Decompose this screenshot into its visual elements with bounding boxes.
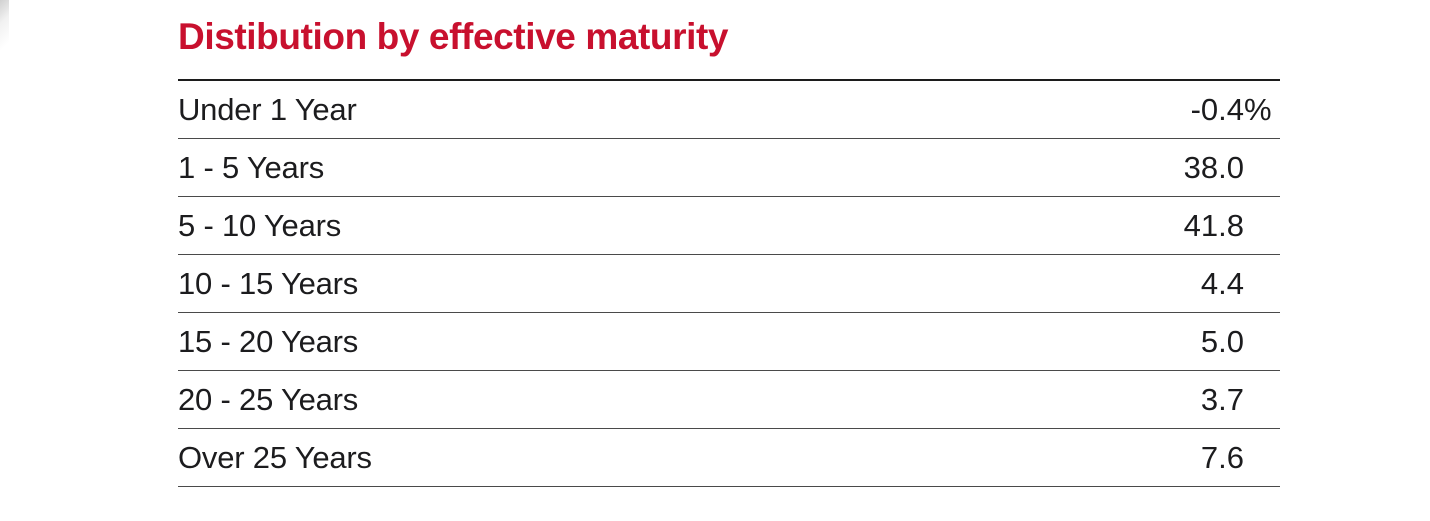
value-number: 38.0 <box>1183 149 1244 185</box>
value-suffix: % <box>1244 91 1272 127</box>
section-title: Distibution by effective maturity <box>178 16 729 57</box>
table-row: 15 - 20 Years 5.0 <box>178 312 1280 370</box>
value-number: 41.8 <box>1183 207 1244 243</box>
value-number: 4.4 <box>1200 265 1244 301</box>
row-value: 41.8 <box>1184 208 1280 244</box>
table-row: Over 25 Years 7.6 <box>178 428 1280 486</box>
table-row: 10 - 15 Years 4.4 <box>178 254 1280 312</box>
row-label: 1 - 5 Years <box>178 149 325 185</box>
row-value: -0.4% <box>1191 92 1280 128</box>
table-row: 1 - 5 Years 38.0 <box>178 138 1280 196</box>
value-number: 3.7 <box>1200 381 1244 417</box>
row-label: Over 25 Years <box>178 439 372 475</box>
table-row: 20 - 25 Years 3.7 <box>178 370 1280 428</box>
table-row: Under 1 Year -0.4% <box>178 81 1280 138</box>
value-number: -0.4 <box>1190 91 1244 127</box>
value-number: 7.6 <box>1200 439 1244 475</box>
row-label: 20 - 25 Years <box>178 381 359 417</box>
row-label: 15 - 20 Years <box>178 323 359 359</box>
maturity-table: Under 1 Year -0.4% 1 - 5 Years 38.0 5 - … <box>178 79 1280 487</box>
maturity-section: Distibution by effective maturity Under … <box>178 0 1280 487</box>
row-value: 7.6 <box>1201 440 1280 476</box>
table-row: 5 - 10 Years 41.8 <box>178 196 1280 254</box>
value-number: 5.0 <box>1200 323 1244 359</box>
page-corner-shadow <box>0 0 9 52</box>
row-value: 4.4 <box>1201 266 1280 302</box>
row-value: 38.0 <box>1184 150 1280 186</box>
row-value: 3.7 <box>1201 382 1280 418</box>
row-value: 5.0 <box>1201 324 1280 360</box>
row-label: 10 - 15 Years <box>178 265 359 301</box>
row-label: 5 - 10 Years <box>178 207 342 243</box>
row-label: Under 1 Year <box>178 91 357 127</box>
